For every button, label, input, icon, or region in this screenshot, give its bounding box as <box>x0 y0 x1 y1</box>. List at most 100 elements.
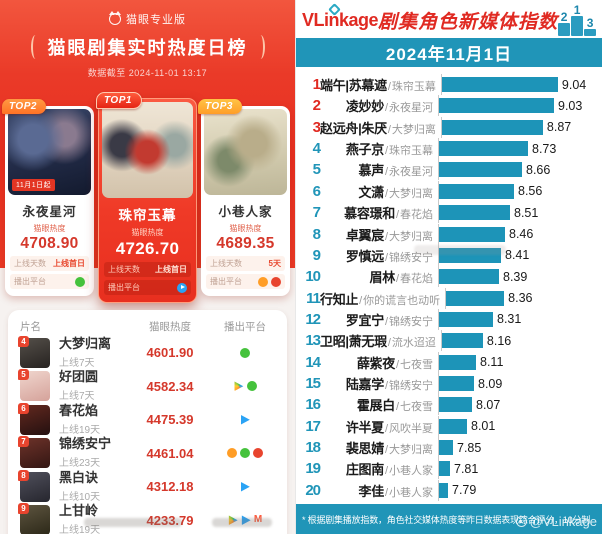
vlinkage-watermark: @VLinkage <box>515 514 597 529</box>
index-bar <box>439 162 522 178</box>
character-label: 赵远舟|朱厌 / 大梦归离 <box>320 118 441 137</box>
drama-name: 春花焰 <box>400 209 433 222</box>
list-item[interactable]: 9 上甘岭 上线19天 4233.79 M <box>18 503 277 534</box>
bar-track: 8.01 <box>438 415 602 437</box>
drama-name: 小巷人家 <box>389 465 433 478</box>
platform-icon-green <box>240 448 250 459</box>
platform-icons <box>177 282 187 293</box>
index-value: 8.31 <box>497 312 522 327</box>
character-name: 燕子京 <box>345 142 384 158</box>
days-online: 上线19天 <box>59 424 101 436</box>
character-label: 卫昭|萧无瑕 / 流水迢迢 <box>320 331 441 350</box>
vlinkage-header: VLinkage 剧集角色新媒体指数 2 1 3 <box>296 0 602 38</box>
platform-icon-green <box>246 381 257 392</box>
date-banner: 2024年11月1日 <box>296 38 602 67</box>
drama-title: 锦绣安宁 <box>59 436 112 452</box>
index-value: 8.39 <box>503 269 528 284</box>
drama-name: 锦绣安宁 <box>389 315 433 328</box>
drama-name: 永夜星河 <box>389 166 433 179</box>
heat-value: 4726.70 <box>115 239 180 258</box>
podium-block <box>558 23 571 36</box>
drama-thumbnail: 4 <box>18 335 50 368</box>
list-item[interactable]: 8 黑白诀 上线10天 4312.18 <box>18 469 277 504</box>
rank-badge: 9 <box>18 503 29 515</box>
podium-block <box>584 29 597 36</box>
drama-title: 大梦归离 <box>59 335 112 351</box>
index-bar <box>439 440 453 456</box>
top2-card[interactable]: TOP2 11月1日起 永夜星河 猫眼热度 4708.90 上线天数 上线首日 … <box>2 99 94 296</box>
drama-name: 七夜雪 <box>400 401 433 414</box>
vlinkage-logo: VLinkage <box>302 2 379 31</box>
index-bar <box>439 354 476 370</box>
top1-card[interactable]: TOP1 珠帘玉幕 猫眼热度 4726.70 上线天数 上线首日 播出平台 <box>96 92 197 303</box>
label-separator: / <box>395 273 399 286</box>
character-label: 陆嘉学 / 锦绣安宁 <box>320 374 438 393</box>
platform-icon-green <box>75 276 85 287</box>
index-bar <box>439 482 448 498</box>
list-item[interactable]: 5 好团圆 上线7天 4582.34 <box>18 369 277 404</box>
character-label: 慕容璟和 / 春花焰 <box>320 203 438 222</box>
heat-label: 猫眼热度 <box>131 228 164 237</box>
rank-number: 14 <box>305 353 321 371</box>
days-online-row: 上线天数 上线首日 <box>104 262 191 277</box>
podium-col-1: 1 <box>571 4 584 36</box>
character-name: 慕容璟和 <box>344 206 395 222</box>
poster-yongyexinghe: 11月1日起 <box>8 109 91 195</box>
character-label: 许半夏 / 风吹半夏 <box>320 417 438 436</box>
chart-row: 4 燕子京 / 珠帘玉幕 8.73 <box>296 138 602 160</box>
top3-card[interactable]: TOP3 小巷人家 猫眼热度 4689.35 上线天数 5天 播出平台 <box>198 99 290 296</box>
list-item[interactable]: 4 大梦归离 上线7天 4601.90 <box>18 335 277 370</box>
chart-row: 1 端午|苏幕遮 / 珠帘玉幕 9.04 <box>296 74 602 95</box>
page-title: 猫眼剧集实时热度日榜 <box>0 34 295 60</box>
bar-track: 8.39 <box>438 266 602 288</box>
drama-info: 黑白诀 上线10天 <box>50 470 127 503</box>
rank-badge: 5 <box>18 369 29 381</box>
label-separator: / <box>384 145 388 158</box>
label-separator: / <box>395 401 399 414</box>
chart-row: 3 赵远舟|朱厌 / 大梦归离 8.87 <box>296 116 602 138</box>
bar-track: 8.41 <box>438 244 602 266</box>
heat-value: 4233.79 <box>146 512 194 528</box>
platform-icon-blue-play <box>241 515 251 526</box>
label-separator: / <box>387 81 391 93</box>
bar-track: 8.87 <box>440 116 602 138</box>
days-value: 5天 <box>268 259 281 268</box>
index-value: 8.11 <box>480 355 504 370</box>
top3-cards: TOP2 11月1日起 永夜星河 猫眼热度 4708.90 上线天数 上线首日 … <box>0 88 295 303</box>
drama-thumbnail: 8 <box>18 469 50 502</box>
heat-value: 4475.39 <box>146 412 194 428</box>
index-value: 9.03 <box>558 98 583 113</box>
platform-icon-m: M <box>253 514 263 526</box>
label-separator: / <box>384 187 388 200</box>
column-header-heat: 猫眼热度 <box>149 321 191 333</box>
rank-number: 11 <box>306 289 321 307</box>
platform-icons <box>258 276 281 287</box>
watermark-blur <box>84 518 182 527</box>
ranking-list-card: 片名 猫眼热度 播出平台 4 大梦归离 上线7天 4601.90 5 好团圆 上线7天 458… <box>8 310 287 534</box>
list-item[interactable]: 7 锦绣安宁 上线23天 4461.04 <box>18 436 277 471</box>
weibo-eye-icon <box>515 516 527 527</box>
days-online-row: 上线天数 5天 <box>206 256 285 271</box>
chart-row: 18 裴思婧 / 大梦归离 7.85 <box>296 437 602 459</box>
label-separator: / <box>384 465 388 478</box>
chart-row: 9 罗慎远 / 锦绣安宁 8.41 <box>296 244 602 266</box>
data-cutoff-timestamp: 数据截至 2024-11-01 13:17 <box>87 68 208 78</box>
character-name: 薛紫夜 <box>356 355 395 371</box>
index-bar <box>439 183 514 199</box>
platform-icons <box>213 347 277 358</box>
drama-thumbnail: 5 <box>18 369 50 402</box>
label-separator: / <box>359 294 363 307</box>
platform-icon-orange <box>258 276 268 287</box>
days-label: 上线天数 <box>14 259 46 268</box>
index-value: 8.87 <box>546 120 572 135</box>
platform-icon-green <box>240 347 250 358</box>
chart-row: 19 庄图南 / 小巷人家 7.81 <box>296 458 602 480</box>
rank-number: 9 <box>312 246 321 264</box>
character-label: 凌妙妙 / 永夜星河 <box>320 96 438 115</box>
label-separator: / <box>384 315 388 328</box>
chart-row: 13 卫昭|萧无瑕 / 流水迢迢 8.16 <box>296 330 602 352</box>
list-item[interactable]: 6 春花焰 上线19天 4475.39 <box>18 402 277 437</box>
chart-row: 10 眉林 / 春花焰 8.39 <box>296 266 602 288</box>
label-separator: / <box>384 166 388 179</box>
drama-name: 锦绣安宁 <box>389 251 433 264</box>
